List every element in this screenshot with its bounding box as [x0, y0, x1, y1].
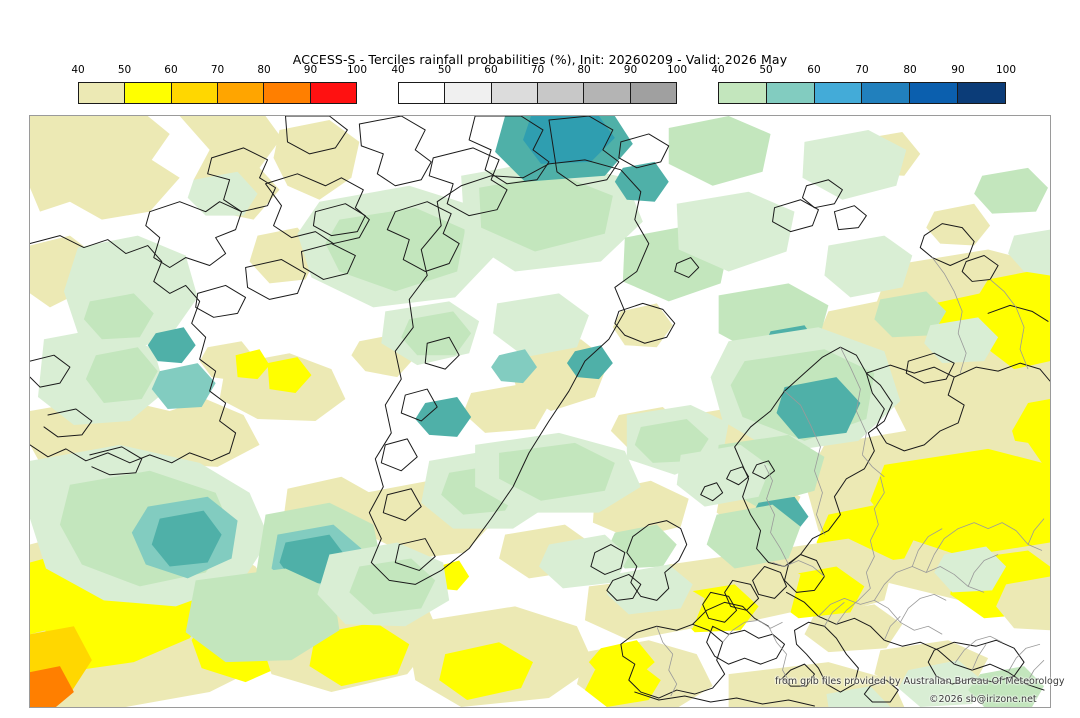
colorbar-swatch	[445, 83, 492, 103]
colorbar-above-normal-ticks: 40 50 60 70 80 90 100	[711, 64, 1016, 78]
colorbar-swatch	[630, 83, 676, 103]
tick-label: 70	[855, 64, 869, 76]
colorbar-swatch	[217, 83, 265, 103]
colorbar-swatch	[79, 83, 126, 103]
tick-label: 90	[623, 64, 638, 76]
shading-above-normal	[30, 116, 1050, 707]
tick-label: 40	[711, 64, 725, 76]
colorbar-swatch	[264, 83, 311, 103]
tick-label: 90	[951, 64, 965, 76]
colorbar-near-normal-ticks: 40 50 60 70 80 90 100	[391, 64, 687, 78]
colorbar-swatch	[910, 83, 959, 103]
colorbar-swatch	[171, 83, 218, 103]
colorbar-above-normal-swatches	[718, 82, 1006, 104]
colorbar-swatch	[310, 83, 356, 103]
tick-label: 80	[577, 64, 591, 76]
tick-label: 50	[759, 64, 773, 76]
tick-label: 50	[117, 64, 132, 76]
colorbar-swatch	[766, 83, 815, 103]
tick-label: 70	[530, 64, 545, 76]
copyright-credit: ©2026 sb@irizone.net	[929, 694, 1037, 705]
tick-label: 80	[257, 64, 271, 76]
colorbar-swatch	[719, 83, 767, 103]
page-title: ACCESS-S - Terciles rainfall probabiliti…	[292, 52, 788, 67]
colorbar-below-normal: 40 50 60 70 80 90 100	[71, 64, 367, 104]
colorbar-swatch	[814, 83, 863, 103]
colorbar-swatch	[537, 83, 585, 103]
colorbar-below-normal-ticks: 40 50 60 70 80 90 100	[71, 64, 367, 78]
tick-label: 50	[437, 64, 452, 76]
colorbar-swatch	[862, 83, 911, 103]
tick-label: 100	[346, 64, 368, 76]
forecast-map[interactable]	[29, 115, 1051, 708]
colorbar-near-normal: 40 50 60 70 80 90 100	[391, 64, 687, 104]
colorbar-below-normal-swatches	[78, 82, 357, 104]
tick-label: 80	[903, 64, 917, 76]
colorbar-above-normal: 40 50 60 70 80 90 100	[711, 64, 1016, 104]
colorbar-swatch	[491, 83, 538, 103]
colorbar-swatch	[958, 83, 1005, 103]
tick-label: 40	[71, 64, 85, 76]
coastlines	[30, 116, 1050, 707]
tick-label: 100	[666, 64, 688, 76]
tick-label: 60	[164, 64, 178, 76]
tick-label: 60	[484, 64, 498, 76]
colorbar-swatch	[125, 83, 172, 103]
source-credit: from grib files provided by Australian B…	[775, 676, 1065, 687]
tick-label: 60	[807, 64, 821, 76]
tick-label: 100	[995, 64, 1017, 76]
tick-label: 90	[303, 64, 318, 76]
tick-label: 70	[210, 64, 225, 76]
tick-label: 40	[391, 64, 405, 76]
colorbar-near-normal-swatches	[398, 82, 677, 104]
map-canvas	[30, 116, 1050, 707]
colorbar-swatch	[584, 83, 631, 103]
colorbar-swatch	[399, 83, 446, 103]
country-borders	[656, 257, 1045, 697]
